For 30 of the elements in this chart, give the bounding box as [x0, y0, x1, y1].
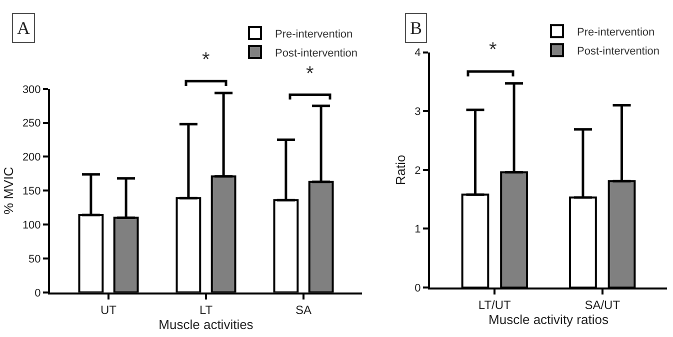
x-tick-label: SA/UT — [584, 298, 621, 312]
y-tick-label: 3 — [414, 106, 421, 118]
x-tick-label: LT — [199, 302, 214, 317]
chart-title: B — [410, 18, 422, 38]
legend-label: Post-intervention — [577, 45, 660, 58]
chart-title: A — [17, 18, 30, 38]
text: * — [306, 63, 314, 85]
x-tick-label: LT/UT — [478, 298, 512, 312]
y-tick-label: 0 — [414, 282, 421, 294]
y-tick-label: 250 — [22, 118, 41, 130]
x-axis-title: Muscle activities — [158, 316, 254, 332]
x-tick-label: SA — [295, 302, 312, 317]
legend-label: Pre-intervention — [275, 28, 353, 40]
legend-label: Pre-intervention — [577, 26, 655, 38]
x-axis-title: Muscle activity ratios — [488, 312, 609, 327]
y-tick-label: 100 — [22, 219, 41, 232]
y-tick-label: 200 — [22, 152, 41, 164]
y-tick-label: 50 — [28, 253, 41, 266]
legend-label: Post-intervention — [275, 47, 358, 60]
text: * — [202, 49, 210, 71]
y-tick-label: 0 — [34, 287, 41, 300]
y-tick-label: 150 — [22, 185, 41, 198]
y-tick-label: 4 — [414, 47, 421, 60]
y-tick-label: 1 — [414, 224, 421, 236]
x-tick-label: UT — [100, 302, 118, 317]
y-tick-label: 300 — [22, 84, 41, 96]
annotation: * — [489, 39, 497, 61]
y-axis-title: % MVIC — [0, 166, 16, 214]
y-tick-label: 2 — [414, 164, 421, 177]
y-axis-title: Ratio — [393, 154, 408, 186]
